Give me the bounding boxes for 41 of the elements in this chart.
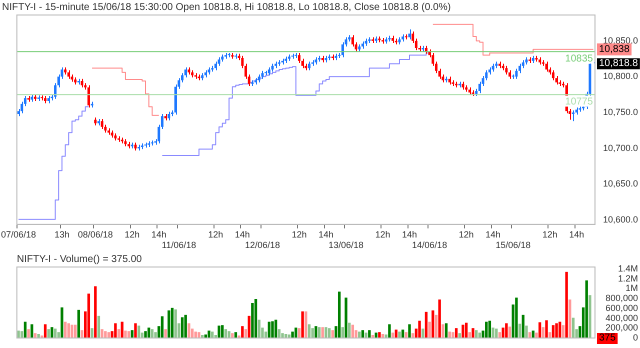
ref-line-label: 10775 [565, 96, 594, 108]
x-tick-label: 07/06/18 [1, 229, 36, 240]
y-tick-label: 10,650.0 [602, 178, 638, 189]
x-tick-label: 12h [375, 229, 390, 240]
y-tick-label: 600,000 [605, 302, 638, 313]
chart-title: NIFTY-I - 15-minute 15/06/18 15:30:00 Open 10818.8, Hi 10818.8, Lo 10818.8, Close 10818.8 (0.0%) [2, 2, 451, 13]
x-tick-label: 13/06/18 [328, 240, 364, 250]
x-tick-label: 14/06/18 [412, 240, 448, 250]
y-tick-label: 10,800.0 [602, 71, 638, 82]
x-tick-label: 12h [542, 229, 558, 240]
x-tick-label: 11/06/18 [162, 240, 196, 250]
x-tick-label: 15/06/18 [496, 240, 531, 250]
x-tick-label: 14h [569, 229, 584, 240]
text: 375 [598, 332, 616, 344]
y-tick-label: 10,600.0 [602, 214, 638, 225]
x-tick-label: 14h [151, 229, 166, 240]
y-tick-label: 10,750.0 [602, 107, 638, 118]
x-tick-label: 14h [318, 229, 334, 240]
x-tick-label: 12h [458, 229, 474, 240]
ref-line-label: 10835 [565, 53, 594, 64]
y-tick-label: 200,000 [605, 322, 638, 333]
x-tick-label: 08/06/18 [78, 229, 113, 240]
y-tick-label: 10,700.0 [602, 142, 638, 153]
y-tick-label: 0 [632, 332, 638, 342]
y-tick-label: 10,850.0 [602, 35, 638, 46]
x-tick-label: 12h [292, 229, 307, 240]
x-tick-label: 12/06/18 [244, 240, 280, 250]
x-tick-label: 14h [402, 229, 418, 240]
x-tick-label: 13h [54, 229, 70, 240]
x-tick-label: 12h [208, 229, 224, 240]
x-tick-label: 14h [234, 229, 250, 240]
y-tick-label: 400,000 [605, 312, 638, 323]
y-tick-label: 1.4M [618, 263, 638, 274]
chart-title: NIFTY-I - Volume() = 375.00 [16, 254, 142, 265]
annotation: 10,838 [598, 44, 630, 56]
y-tick-label: 800,000 [605, 293, 638, 304]
x-tick-label: 14h [486, 229, 501, 240]
y-tick-label: 1.2M [618, 273, 638, 284]
text: 10,818.8 [598, 58, 638, 69]
x-tick-label: 12h [124, 229, 140, 240]
y-tick-label: 1M [625, 283, 638, 294]
